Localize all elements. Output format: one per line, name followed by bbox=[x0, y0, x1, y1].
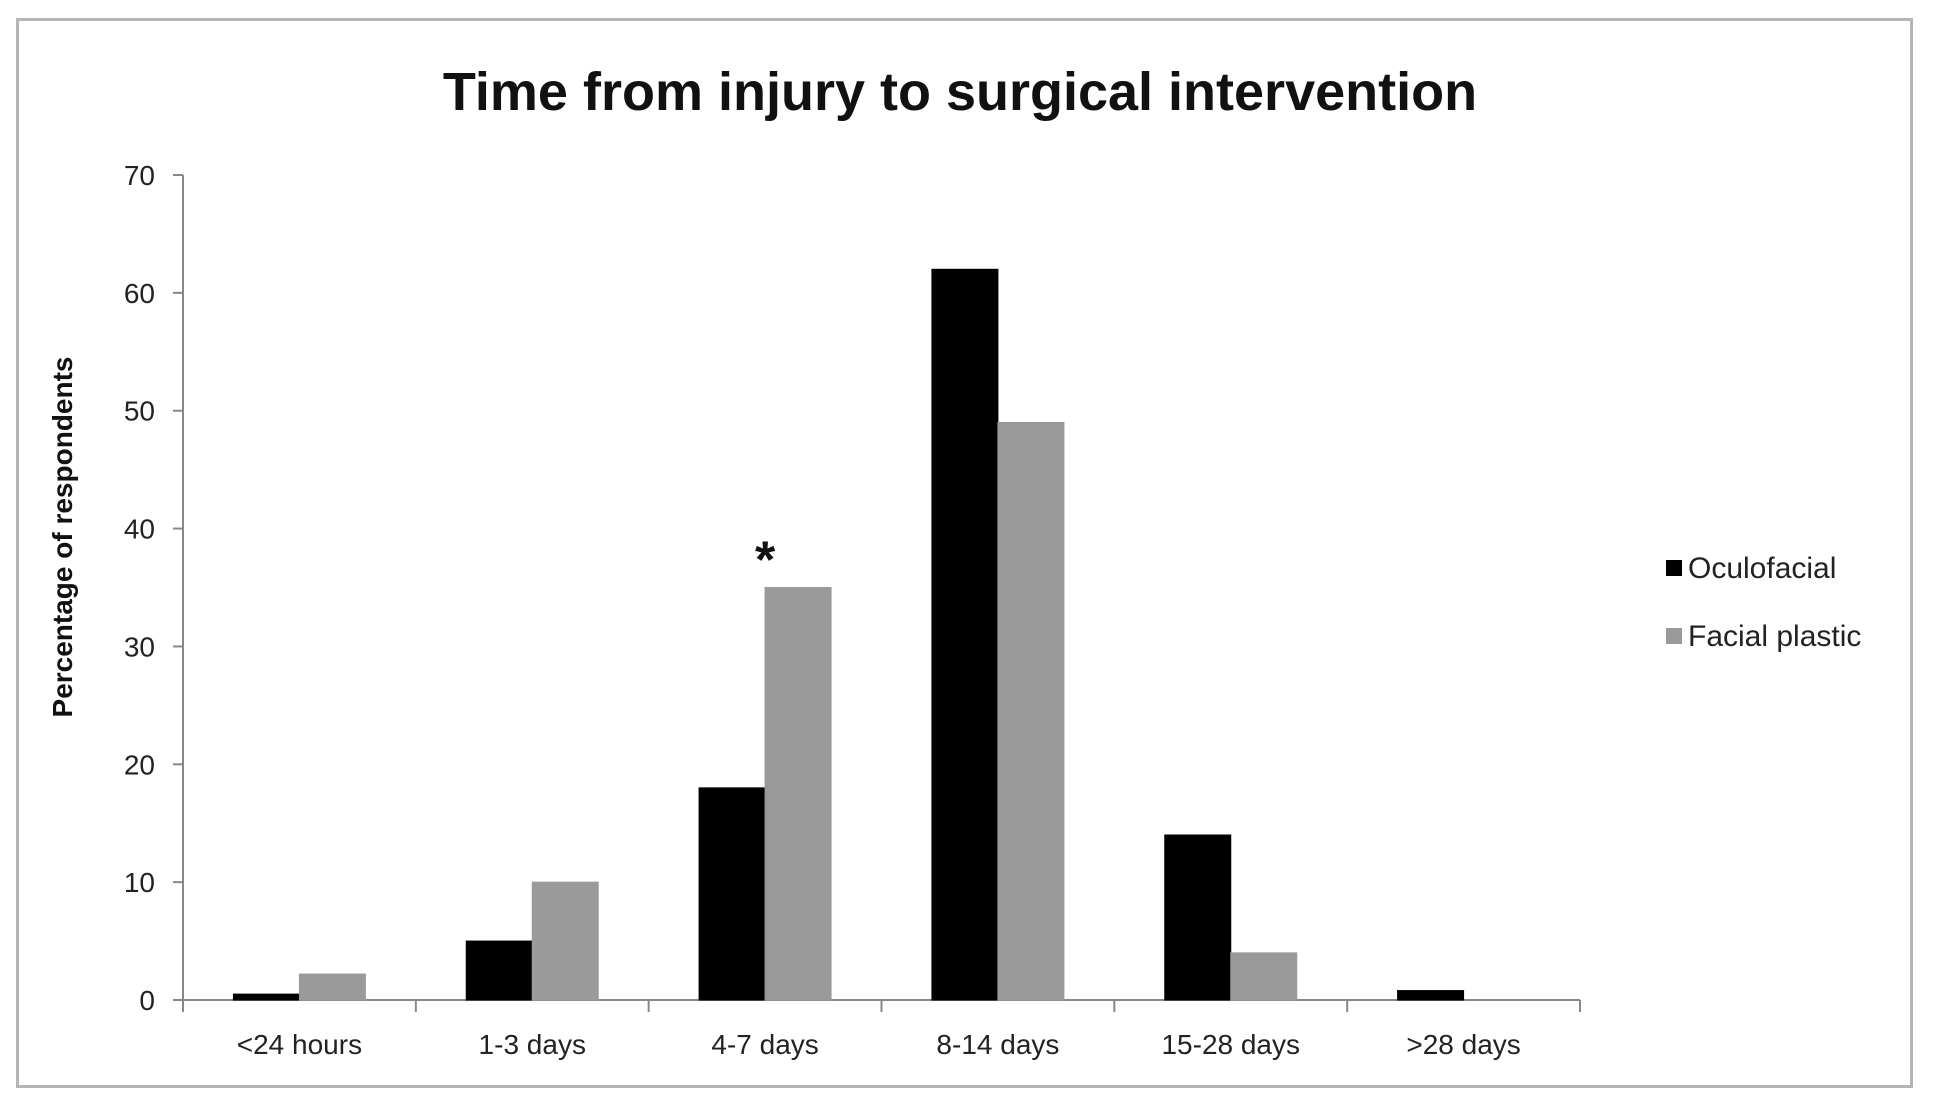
x-tick-label: 1-3 days bbox=[479, 1029, 586, 1060]
y-tick-label: 50 bbox=[124, 396, 155, 427]
bar-oculofacial bbox=[232, 993, 300, 1001]
x-tick-label: >28 days bbox=[1406, 1029, 1520, 1060]
significance-annotation: * bbox=[755, 532, 776, 590]
chart-title: Time from injury to surgical interventio… bbox=[443, 62, 1477, 122]
legend-label: Facial plastic bbox=[1688, 620, 1861, 653]
y-tick-label: 10 bbox=[124, 867, 155, 898]
bar-oculofacial bbox=[465, 940, 533, 1001]
x-tick-label: 8-14 days bbox=[936, 1029, 1059, 1060]
x-tick-label: 15-28 days bbox=[1161, 1029, 1300, 1060]
annotations: * bbox=[755, 532, 776, 590]
legend-swatch bbox=[1666, 628, 1682, 644]
y-tick-label: 40 bbox=[124, 514, 155, 545]
y-tick-label: 20 bbox=[124, 749, 155, 780]
bar-facial-plastic bbox=[764, 587, 832, 1001]
y-tick-label: 70 bbox=[124, 160, 155, 191]
bar-facial-plastic bbox=[531, 881, 599, 1001]
bar-facial-plastic bbox=[997, 422, 1065, 1001]
x-tick-label: <24 hours bbox=[237, 1029, 362, 1060]
y-tick-label: 0 bbox=[139, 985, 155, 1016]
x-tick-label: 4-7 days bbox=[711, 1029, 818, 1060]
y-tick-label: 30 bbox=[124, 631, 155, 662]
bar-oculofacial bbox=[931, 268, 999, 1001]
bar-oculofacial bbox=[698, 787, 766, 1001]
axes: 0 10 20 30 40 50 60 70 <24 hours 1-3 days 4-7 days… bbox=[124, 160, 1581, 1060]
legend: Oculofacial Facial plastic bbox=[1666, 552, 1861, 653]
legend-label: Oculofacial bbox=[1688, 552, 1836, 585]
bar-facial-plastic bbox=[1230, 952, 1298, 1001]
legend-swatch bbox=[1666, 560, 1682, 576]
bars bbox=[232, 268, 1465, 1001]
y-axis-title: Percentage of respondents bbox=[47, 357, 78, 718]
bar-facial-plastic bbox=[298, 973, 366, 1001]
y-tick-label: 60 bbox=[124, 278, 155, 309]
bar-oculofacial bbox=[1397, 990, 1465, 1001]
bar-oculofacial bbox=[1164, 834, 1232, 1001]
